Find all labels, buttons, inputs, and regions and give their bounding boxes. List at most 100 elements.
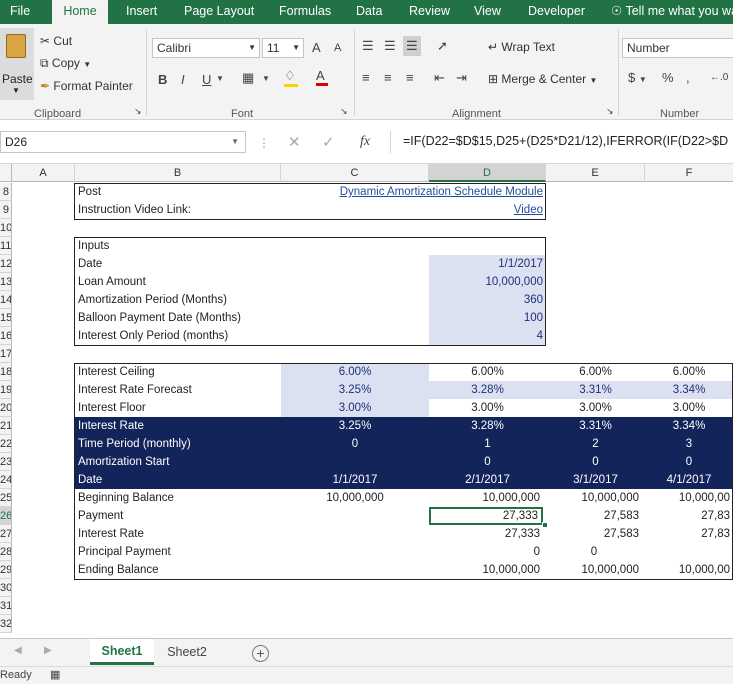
schedule-cell-d[interactable]: 6.00% bbox=[471, 366, 504, 378]
row-header-13[interactable]: 13 bbox=[0, 273, 12, 291]
chevron-down-icon[interactable]: ▼ bbox=[216, 74, 224, 83]
splitter-handle[interactable]: ⋮ bbox=[258, 136, 270, 150]
schedule-label-cell[interactable]: Date bbox=[78, 474, 103, 486]
column-header-f[interactable]: F bbox=[645, 164, 733, 182]
schedule-cell-d[interactable]: 10,000,000 bbox=[482, 564, 540, 576]
row-header-16[interactable]: 16 bbox=[0, 327, 12, 345]
column-header-b[interactable]: B bbox=[75, 164, 281, 182]
schedule-label-cell[interactable]: Interest Floor bbox=[78, 402, 146, 414]
row-header-17[interactable]: 17 bbox=[0, 345, 12, 363]
row-header-26[interactable]: 26 bbox=[0, 507, 12, 525]
inputs-title-cell[interactable]: Inputs bbox=[78, 240, 110, 252]
schedule-cell-f[interactable]: 3.34% bbox=[672, 420, 706, 432]
schedule-label-cell[interactable]: Time Period (monthly) bbox=[78, 438, 191, 450]
insert-function-icon[interactable]: fx bbox=[360, 134, 371, 149]
input-label-cell[interactable]: Loan Amount bbox=[78, 276, 146, 288]
percent-format-button[interactable]: % bbox=[662, 70, 674, 85]
input-label-cell[interactable]: Balloon Payment Date (Months) bbox=[78, 312, 241, 324]
schedule-cell-e[interactable]: 6.00% bbox=[579, 366, 612, 378]
column-header-a[interactable]: A bbox=[12, 164, 75, 182]
schedule-cell-d[interactable]: 2/1/2017 bbox=[465, 474, 510, 486]
row-header-9[interactable]: 9 bbox=[0, 201, 12, 219]
video-link-cell[interactable]: Video bbox=[513, 204, 543, 216]
row-header-19[interactable]: 19 bbox=[0, 381, 12, 399]
fill-handle[interactable] bbox=[542, 522, 548, 528]
schedule-cell-c[interactable]: 10,000,000 bbox=[326, 492, 384, 504]
schedule-cell-e[interactable]: 3.00% bbox=[579, 402, 612, 414]
schedule-cell-f[interactable]: 10,000,00 bbox=[678, 492, 730, 504]
schedule-cell-c[interactable]: 3.25% bbox=[281, 381, 429, 399]
row-header-32[interactable]: 32 bbox=[0, 615, 12, 633]
schedule-cell-f[interactable]: 27,83 bbox=[701, 528, 730, 540]
fill-color-icon[interactable]: ♢ bbox=[284, 68, 298, 87]
schedule-cell-e[interactable]: 27,583 bbox=[603, 510, 639, 522]
schedule-cell-c[interactable] bbox=[281, 507, 429, 525]
align-left-icon[interactable]: ≡ bbox=[362, 70, 370, 85]
schedule-cell-f[interactable] bbox=[645, 543, 733, 561]
schedule-cell-e[interactable]: 0 bbox=[590, 546, 598, 558]
input-value-cell[interactable]: 10,000,000 bbox=[429, 273, 546, 291]
schedule-cell-c[interactable] bbox=[281, 525, 429, 543]
schedule-cell-f[interactable]: 4/1/2017 bbox=[666, 474, 712, 486]
font-size-select[interactable]: 11 ▼ bbox=[262, 38, 304, 58]
row-header-24[interactable]: 24 bbox=[0, 471, 12, 489]
row-header-8[interactable]: 8 bbox=[0, 183, 12, 201]
schedule-cell-d[interactable]: 1 bbox=[484, 438, 491, 450]
schedule-cell-c[interactable] bbox=[281, 561, 429, 579]
underline-button[interactable]: U bbox=[202, 72, 212, 87]
schedule-label-cell[interactable]: Principal Payment bbox=[78, 546, 171, 558]
top-align-icon[interactable]: ☰ bbox=[362, 38, 374, 53]
row-header-25[interactable]: 25 bbox=[0, 489, 12, 507]
column-header-d[interactable]: D bbox=[429, 164, 546, 182]
dialog-launcher-icon[interactable]: ↘ bbox=[606, 106, 614, 116]
chevron-down-icon[interactable]: ▼ bbox=[262, 74, 270, 83]
row-header-23[interactable]: 23 bbox=[0, 453, 12, 471]
row-header-10[interactable]: 10 bbox=[0, 219, 12, 237]
schedule-label-cell[interactable]: Beginning Balance bbox=[78, 492, 174, 504]
bold-button[interactable]: B bbox=[158, 72, 168, 87]
font-name-select[interactable]: Calibri ▼ bbox=[152, 38, 260, 58]
schedule-cell-e[interactable]: 3.31% bbox=[579, 420, 612, 432]
merge-center-button[interactable]: ⊞ Merge & Center ▼ bbox=[488, 72, 598, 86]
input-value-cell[interactable]: 4 bbox=[429, 327, 546, 345]
tab-data[interactable]: Data bbox=[356, 4, 383, 18]
borders-icon[interactable]: ▦ bbox=[242, 70, 255, 85]
dialog-launcher-icon[interactable]: ↘ bbox=[340, 106, 348, 116]
scroll-right-icon[interactable]: ▶ bbox=[44, 645, 52, 656]
tab-page-layout[interactable]: Page Layout bbox=[184, 4, 255, 18]
confirm-entry-icon[interactable]: ✓ bbox=[322, 134, 335, 151]
increase-decimal-icon[interactable]: ←.0 bbox=[710, 72, 729, 83]
schedule-cell-d[interactable]: 10,000,000 bbox=[482, 492, 540, 504]
tab-home[interactable]: Home bbox=[52, 0, 108, 24]
schedule-cell-d[interactable]: 0 bbox=[533, 546, 540, 558]
row-header-31[interactable]: 31 bbox=[0, 597, 12, 615]
comma-format-button[interactable]: , bbox=[686, 70, 690, 85]
schedule-cell-c[interactable]: 1/1/2017 bbox=[332, 474, 378, 486]
decrease-indent-icon[interactable]: ⇤ bbox=[434, 70, 445, 85]
schedule-cell-f[interactable]: 3.34% bbox=[645, 381, 733, 399]
video-label-cell[interactable]: Instruction Video Link: bbox=[78, 204, 191, 216]
input-value-cell[interactable]: 1/1/2017 bbox=[429, 255, 546, 273]
schedule-cell-c[interactable] bbox=[281, 543, 429, 561]
schedule-label-cell[interactable]: Ending Balance bbox=[78, 564, 159, 576]
schedule-cell-d[interactable]: 27,333 bbox=[504, 528, 540, 540]
column-header-e[interactable]: E bbox=[546, 164, 645, 182]
schedule-cell-d[interactable]: 3.00% bbox=[471, 402, 504, 414]
cut-button[interactable]: ✂ Cut bbox=[40, 34, 73, 48]
select-all-corner[interactable] bbox=[0, 164, 12, 182]
schedule-cell-c[interactable]: 6.00% bbox=[281, 363, 429, 381]
row-header-15[interactable]: 15 bbox=[0, 309, 12, 327]
post-link-cell[interactable]: Dynamic Amortization Schedule Module bbox=[339, 186, 543, 198]
row-header-29[interactable]: 29 bbox=[0, 561, 12, 579]
increase-font-size-button[interactable]: A bbox=[312, 40, 321, 55]
cancel-entry-icon[interactable]: ✕ bbox=[288, 134, 301, 151]
row-header-22[interactable]: 22 bbox=[0, 435, 12, 453]
middle-align-icon[interactable]: ☰ bbox=[384, 38, 396, 53]
row-header-18[interactable]: 18 bbox=[0, 363, 12, 381]
input-value-cell[interactable]: 360 bbox=[429, 291, 546, 309]
schedule-cell-f[interactable]: 3 bbox=[685, 438, 693, 450]
orientation-icon[interactable]: ➚ bbox=[437, 38, 448, 53]
format-painter-button[interactable]: ✒ Format Painter bbox=[40, 79, 133, 93]
row-header-30[interactable]: 30 bbox=[0, 579, 12, 597]
schedule-cell-e[interactable]: 10,000,000 bbox=[581, 564, 639, 576]
